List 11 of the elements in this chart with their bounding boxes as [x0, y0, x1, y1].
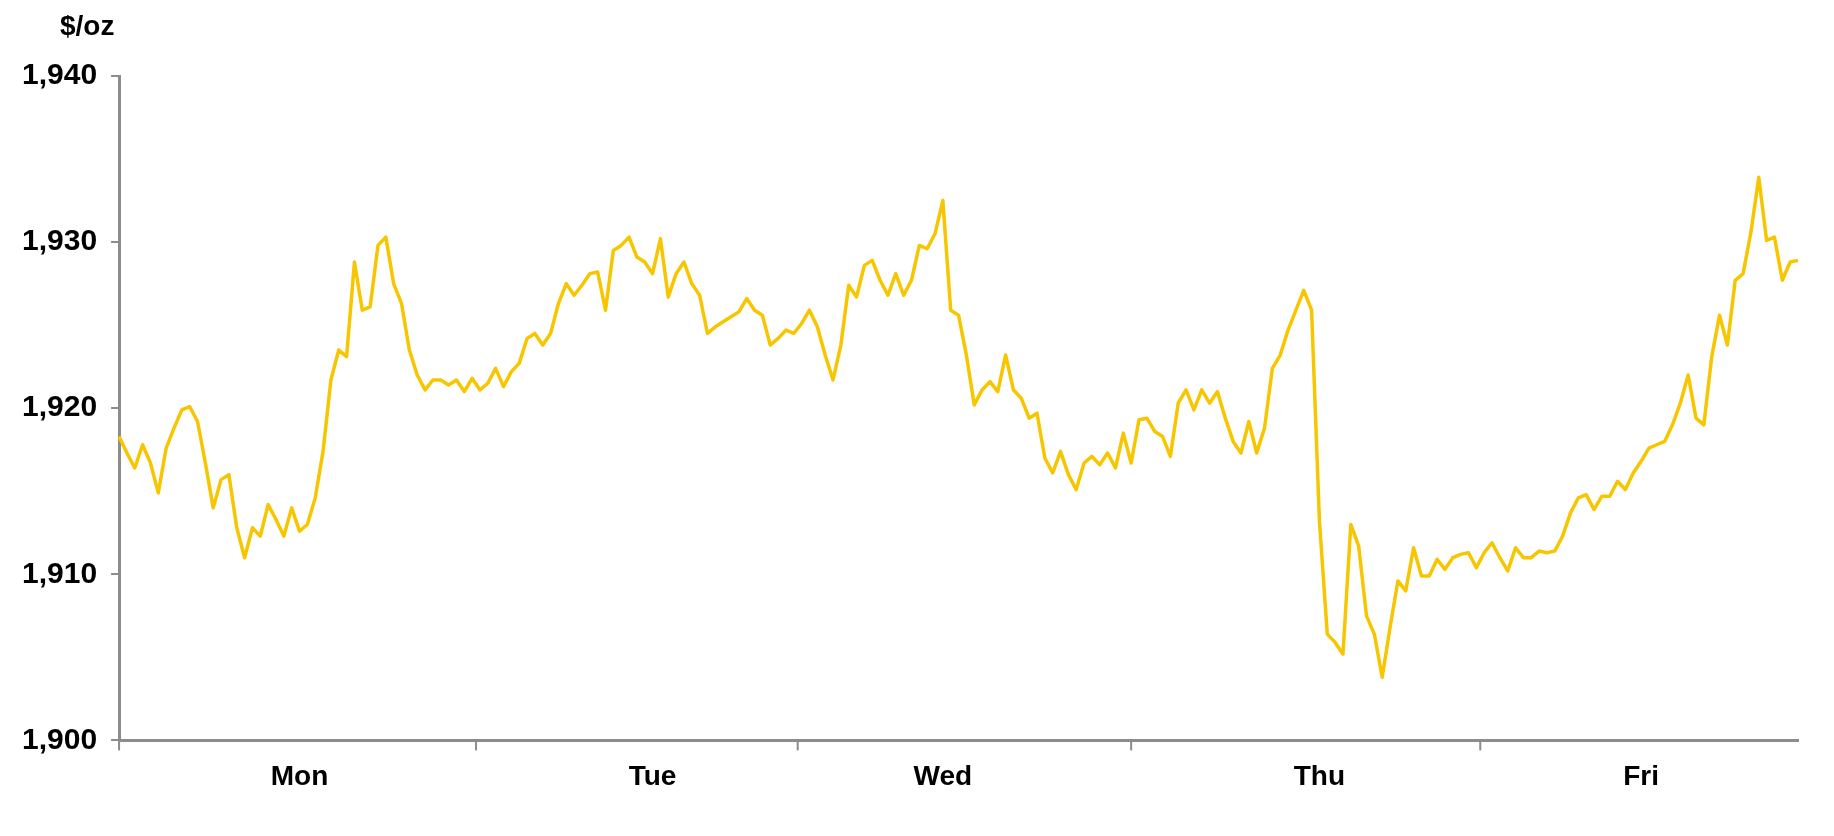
- y-tick-label: 1,940: [22, 57, 98, 91]
- y-axis-title: $/oz: [59, 9, 116, 43]
- y-tick-label: 1,930: [22, 223, 98, 257]
- x-tick-label: Tue: [628, 759, 677, 791]
- y-tick-label: 1,920: [22, 389, 98, 423]
- x-tick-label: Thu: [1293, 759, 1346, 791]
- x-tick-label: Fri: [1623, 759, 1659, 791]
- x-tick-label: Wed: [913, 759, 973, 791]
- y-tick-label: 1,910: [22, 555, 98, 589]
- y-tick-label: 1,900: [22, 721, 98, 755]
- x-tick-label: Mon: [270, 759, 329, 791]
